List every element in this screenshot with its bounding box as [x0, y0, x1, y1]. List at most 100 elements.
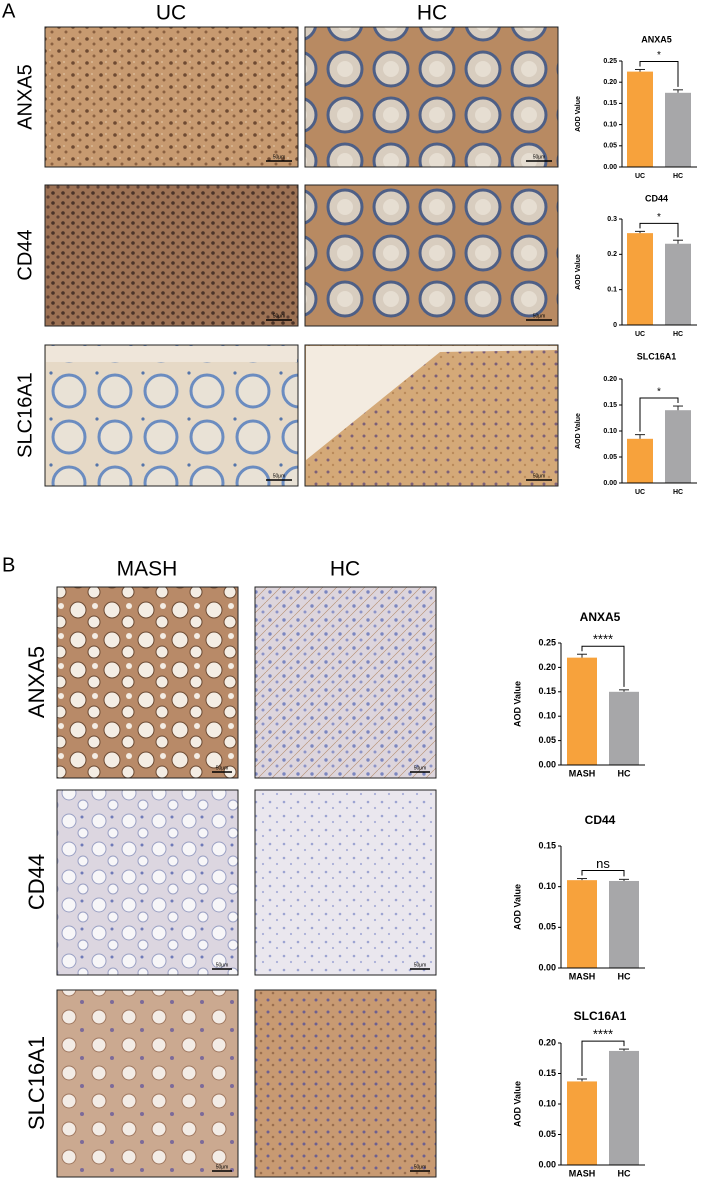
y-tick-label: 0.10 [538, 1098, 556, 1108]
micrograph [44, 184, 299, 327]
scale-bar-label: 50μm [216, 962, 229, 968]
y-tick-label: 0.05 [538, 1129, 556, 1139]
significance-bracket [639, 60, 679, 87]
micrograph [56, 989, 239, 1178]
significance-label: * [657, 50, 661, 61]
x-tick-label: MASH [569, 971, 596, 981]
y-tick-label: 0.3 [607, 216, 617, 223]
y-tick-label: 0.05 [603, 454, 617, 461]
y-tick-label: 0.00 [538, 1159, 556, 1169]
bar [567, 880, 597, 968]
bar [627, 233, 653, 325]
scale-bar-label: 50μm [273, 154, 286, 160]
micrograph-background [46, 346, 297, 362]
y-tick-label: 0.05 [538, 735, 556, 745]
error-bar [619, 878, 629, 881]
micrograph [56, 789, 239, 976]
chart-title: SLC16A1 [574, 1009, 627, 1023]
micrograph [254, 586, 437, 779]
y-axis-label: AOD Value [512, 1081, 522, 1127]
chart-title: CD44 [585, 813, 616, 827]
x-tick-label: HC [618, 1168, 631, 1178]
bar [627, 438, 653, 483]
micrograph [304, 26, 559, 168]
scale-bar-label: 50μm [216, 765, 229, 771]
error-bar [577, 653, 587, 658]
panel-label: B [2, 554, 15, 576]
bar [665, 410, 691, 483]
scale-bar-label: 50μm [414, 765, 427, 771]
error-bar [619, 689, 629, 692]
row-label: SLC16A1 [14, 372, 36, 458]
y-tick-label: 0.05 [538, 922, 556, 932]
y-tick-label: 0.15 [603, 402, 617, 409]
y-tick-label: 0.00 [603, 164, 617, 171]
significance-label: * [657, 212, 661, 223]
error-bar [673, 89, 683, 93]
y-tick-label: 0.15 [603, 100, 617, 107]
significance-bracket [581, 645, 625, 687]
error-bar [673, 239, 683, 244]
row-label: ANXA5 [24, 646, 49, 718]
x-tick-label: UC [635, 173, 645, 180]
y-axis-label: AOD Value [575, 96, 582, 132]
significance-label: **** [593, 632, 613, 647]
y-tick-label: 0.00 [538, 759, 556, 769]
error-bar [635, 434, 645, 439]
scale-bar-label: 50μm [533, 473, 546, 479]
scale-bar-label: 50μm [414, 962, 427, 968]
micrograph [44, 344, 299, 487]
y-tick-label: 0.10 [603, 428, 617, 435]
x-tick-label: HC [618, 971, 631, 981]
x-tick-label: MASH [569, 1168, 596, 1178]
bar [609, 691, 639, 765]
error-bar [635, 230, 645, 234]
y-tick-label: 0.15 [538, 840, 556, 850]
y-tick-label: 0 [613, 322, 617, 329]
y-tick-label: 0.10 [538, 711, 556, 721]
y-tick-label: 0.10 [538, 881, 556, 891]
bar [665, 243, 691, 325]
y-tick-label: 0.15 [538, 686, 556, 696]
y-tick-label: 0.15 [538, 1068, 556, 1078]
scale-bar-label: 50μm [273, 313, 286, 319]
column-header: HC [330, 558, 360, 581]
scale-bar-label: 50μm [533, 313, 546, 319]
bar [567, 1081, 597, 1165]
column-header: UC [156, 2, 186, 25]
x-tick-label: UC [635, 489, 645, 496]
scale-bar-label: 50μm [414, 1164, 427, 1170]
row-label: SLC16A1 [24, 1036, 49, 1130]
x-tick-label: HC [618, 768, 631, 778]
y-tick-label: 0.20 [603, 376, 617, 383]
panel-label: A [2, 0, 16, 22]
y-tick-label: 0.20 [538, 662, 556, 672]
y-axis-label: AOD Value [575, 254, 582, 290]
x-tick-label: UC [635, 331, 645, 338]
x-tick-label: HC [673, 331, 683, 338]
error-bar [577, 878, 587, 881]
micrograph [44, 26, 299, 168]
significance-bracket [581, 870, 625, 877]
x-tick-label: HC [673, 489, 683, 496]
error-bar [619, 1048, 629, 1051]
y-axis-label: AOD Value [512, 681, 522, 727]
error-bar [673, 405, 683, 411]
y-tick-label: 0.00 [603, 480, 617, 487]
micrograph [56, 586, 239, 779]
significance-bracket [639, 222, 679, 238]
micrograph-background [306, 346, 557, 460]
error-bar [635, 68, 645, 72]
x-tick-label: MASH [569, 768, 596, 778]
significance-label: **** [593, 1027, 613, 1042]
y-tick-label: 0.1 [607, 287, 617, 294]
y-tick-label: 0.2 [607, 251, 617, 258]
y-tick-label: 0.20 [538, 1037, 556, 1047]
error-bar [577, 1078, 587, 1082]
column-header: HC [417, 2, 447, 25]
row-label: ANXA5 [14, 64, 36, 130]
chart-title: SLC16A1 [637, 351, 677, 361]
y-axis-label: AOD Value [575, 413, 582, 449]
significance-bracket [581, 1040, 625, 1076]
